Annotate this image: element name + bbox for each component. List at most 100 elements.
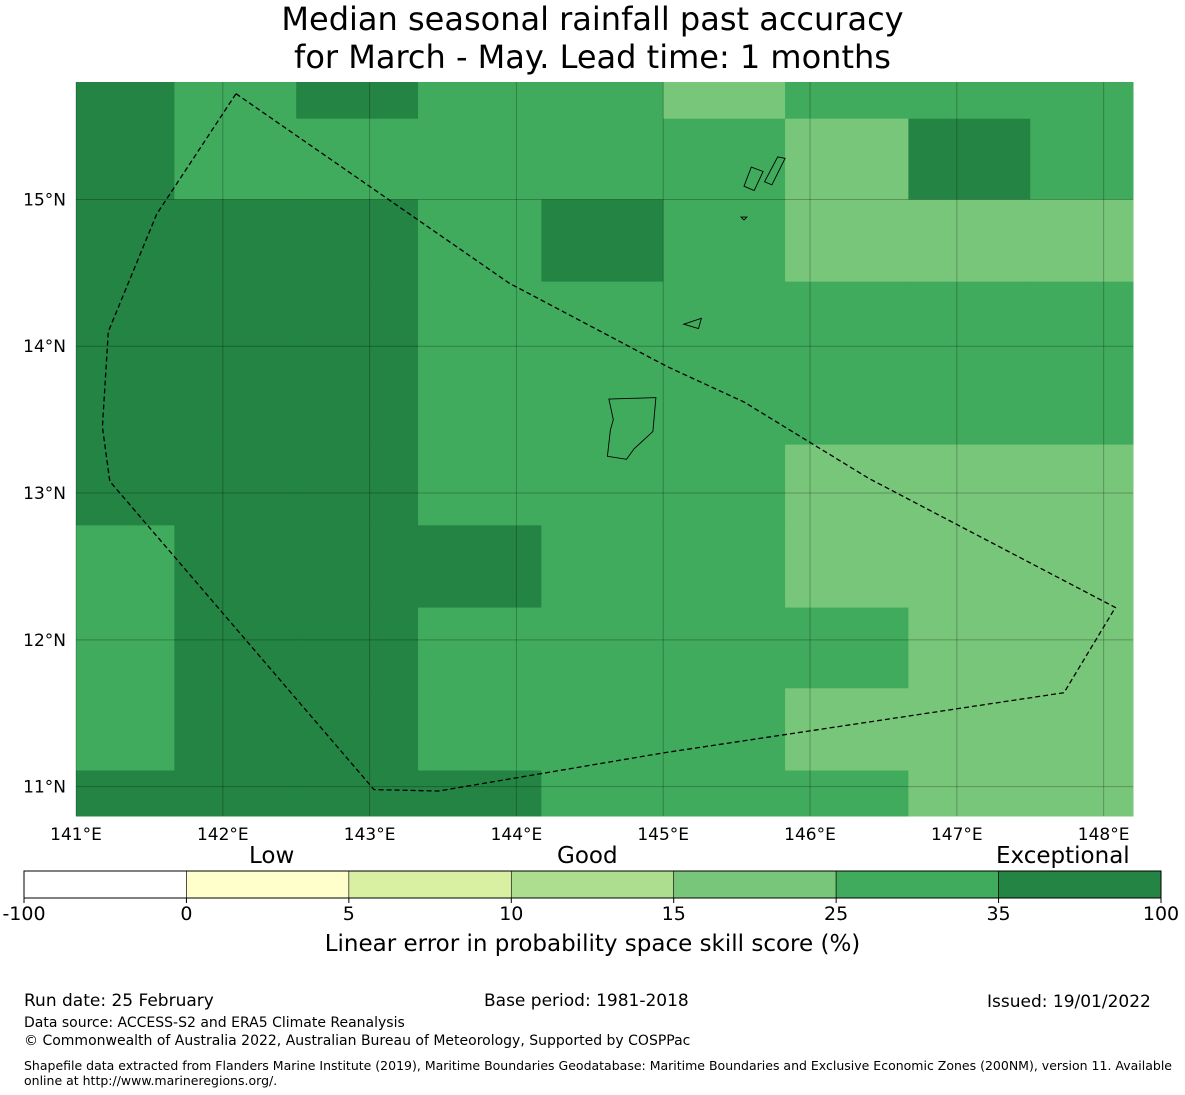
colorbar-frame: [23, 870, 1162, 899]
latitude-label: 13°N: [23, 484, 66, 504]
skill-cell: [541, 281, 664, 446]
colorbar-tick-label: 15: [662, 903, 686, 925]
latitude-label: 11°N: [23, 778, 66, 798]
map-title-line-1: Median seasonal rainfall past accuracy: [281, 0, 904, 38]
island-outline: [739, 216, 748, 221]
longitude-label: 143°E: [344, 825, 396, 845]
skill-cell: [785, 525, 909, 609]
skill-cell: [785, 82, 1134, 120]
legend-group-exceptional: Exceptional: [996, 843, 1130, 869]
skill-cell: [76, 770, 175, 817]
longitude-label: 144°E: [491, 825, 543, 845]
colorbar-tick-label: 5: [343, 903, 355, 925]
map-title-line-2: for March - May. Lead time: 1 months: [294, 38, 891, 76]
skill-cell: [1030, 281, 1134, 446]
colorbar-tick-label: 10: [499, 903, 523, 925]
graticule: [75, 82, 1133, 816]
skill-cell: [908, 118, 1031, 200]
copyright: © Commonwealth of Australia 2022, Austra…: [24, 1033, 691, 1049]
colorbar-tick-label: 25: [824, 903, 848, 925]
skill-cell: [418, 525, 542, 609]
skill-cell: [174, 82, 297, 120]
map-title: Median seasonal rainfall past accuracy f…: [0, 0, 1185, 76]
island-outline: [763, 156, 786, 186]
base-period: Base period: 1981-2018: [484, 991, 689, 1011]
skill-cell: [174, 199, 297, 283]
skill-cell: [663, 118, 786, 200]
island-outline: [606, 397, 657, 460]
longitude-label: 146°E: [784, 825, 836, 845]
latitude-label: 14°N: [23, 337, 66, 357]
skill-cell: [76, 444, 175, 526]
colorbar-tick-label: 100: [1143, 903, 1179, 925]
skill-cell: [1030, 118, 1134, 200]
skill-cell: [76, 118, 175, 200]
skill-cell: [296, 525, 419, 609]
skill-cell: [785, 607, 909, 689]
colorbar-segment: [510, 870, 675, 899]
skill-cell: [785, 281, 909, 446]
skill-cell: [1030, 444, 1134, 526]
skill-cell: [296, 199, 419, 283]
skill-grid-cells: [76, 82, 1134, 817]
skill-cell: [663, 444, 786, 526]
skill-cell: [1030, 525, 1134, 609]
skill-cell: [663, 688, 786, 771]
skill-cell: [296, 118, 419, 200]
skill-cell: [541, 688, 664, 771]
skill-cell: [418, 688, 542, 771]
skill-cell: [1030, 607, 1134, 689]
skill-cell: [541, 607, 664, 689]
skill-cell: [296, 444, 419, 526]
longitude-label: 142°E: [197, 825, 249, 845]
skill-cell: [296, 607, 419, 689]
skill-cell: [908, 688, 1031, 771]
skill-cell: [663, 607, 786, 689]
skill-cell: [785, 444, 909, 526]
colorbar-axis-label: Linear error in probability space skill …: [324, 931, 861, 957]
colorbar-segment: [998, 870, 1162, 899]
shapefile-credit: Shapefile data extracted from Flanders M…: [24, 1058, 1172, 1088]
skill-cell: [296, 770, 419, 817]
eez-boundary-line: [101, 93, 1117, 792]
colorbar-segment: [673, 870, 837, 899]
colorbar-segment: [835, 870, 999, 899]
skill-cell: [76, 525, 175, 609]
skill-cell: [1030, 199, 1134, 283]
skill-cell: [418, 444, 542, 526]
skill-cell: [174, 688, 297, 771]
colorbar: -100 0 5 10 15 25 35 100: [2, 870, 1179, 925]
skill-cell: [174, 607, 297, 689]
colorbar-tick-label: 35: [986, 903, 1010, 925]
skill-cell: [418, 199, 542, 283]
skill-cell: [174, 118, 297, 200]
skill-cell: [663, 525, 786, 609]
skill-cell: [296, 82, 419, 120]
skill-cell: [174, 525, 297, 609]
longitude-label: 141°E: [50, 825, 102, 845]
issued-date: Issued: 19/01/2022: [987, 992, 1151, 1012]
skill-cell: [418, 82, 664, 120]
skill-cell: [174, 770, 297, 817]
skill-cell: [541, 444, 664, 526]
skill-cell: [1030, 688, 1134, 771]
skill-cell: [1030, 770, 1134, 817]
skill-cell: [418, 118, 542, 200]
skill-cell: [785, 199, 909, 283]
skill-map-figure: 15°N 14°N 13°N 12°N 11°N 141°E 142°E 143°E 144°E…: [2, 82, 1179, 925]
skill-cell: [76, 607, 175, 689]
longitude-label: 145°E: [637, 825, 689, 845]
skill-cell: [785, 118, 909, 200]
colorbar-tick-label: 0: [180, 903, 192, 925]
skill-cell: [541, 770, 664, 817]
skill-cell: [418, 607, 542, 689]
island-coastlines: [606, 156, 786, 460]
skill-cell: [541, 525, 664, 609]
skill-cell: [174, 444, 297, 526]
longitude-label: 147°E: [931, 825, 983, 845]
colorbar-tick-label: -100: [2, 903, 45, 925]
skill-cell: [296, 281, 419, 446]
colorbar-segment: [348, 870, 512, 899]
skill-cell: [296, 688, 419, 771]
skill-cell: [76, 82, 175, 120]
